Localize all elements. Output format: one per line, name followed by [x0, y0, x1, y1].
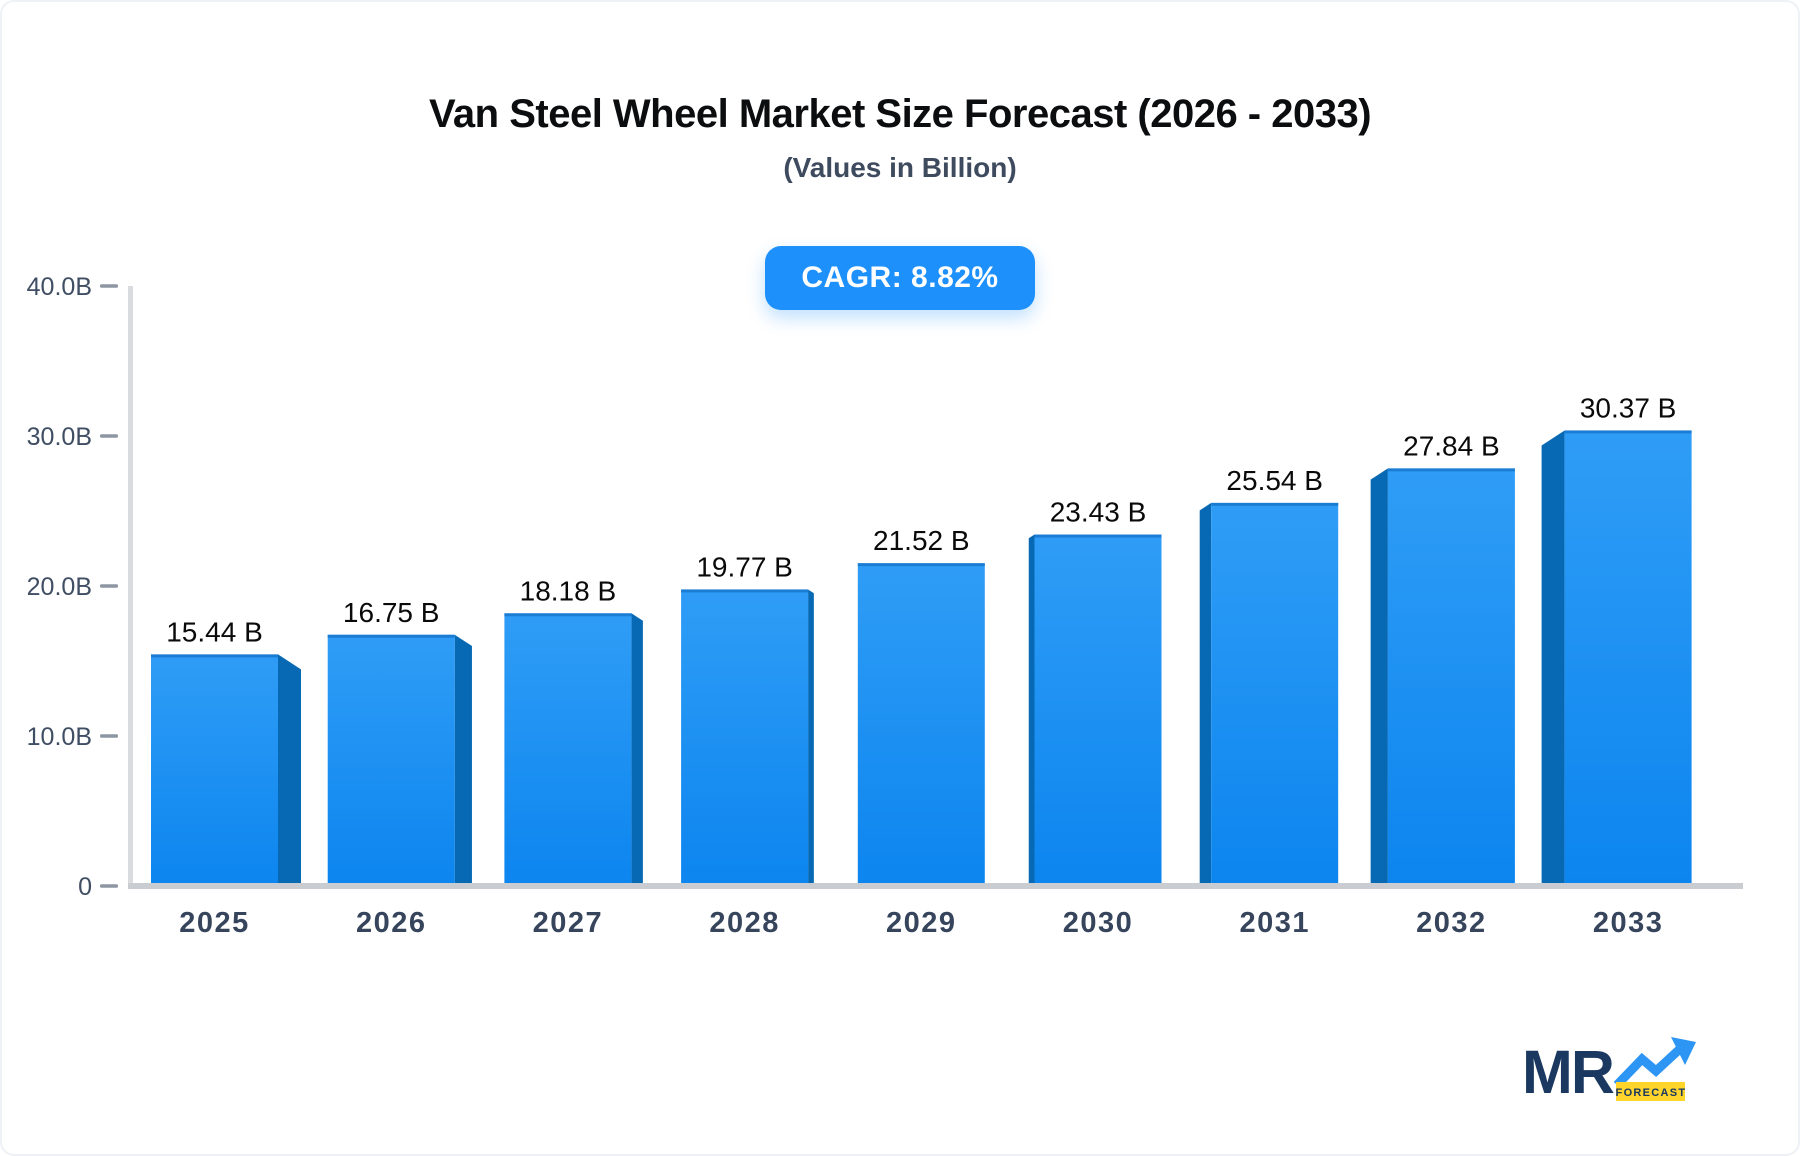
x-tick-label: 2025 [179, 907, 250, 939]
chart-subtitle: (Values in Billion) [783, 152, 1017, 183]
bar [151, 654, 278, 887]
bar-top-edge [504, 613, 632, 617]
y-tick-mark [100, 584, 118, 588]
bar [327, 634, 455, 887]
mr-forecast-logo: MR FORECAST [1525, 1037, 1696, 1106]
y-tick-label: 20.0B [27, 573, 92, 601]
x-tick-label: 2030 [1063, 907, 1134, 939]
bar [857, 563, 985, 887]
cagr-badge: CAGR: 8.82% [765, 246, 1035, 310]
value-label: 27.84 B [1403, 430, 1500, 461]
bar-group: 18.18 B 2027 [504, 575, 643, 939]
bar-side-face [1199, 502, 1212, 887]
bar-top-edge [1034, 534, 1162, 538]
bar-top-edge [1387, 468, 1515, 472]
bar-side-face [454, 634, 472, 887]
logo-caption: FORECAST [1616, 1087, 1687, 1099]
page-title: Van Steel Wheel Market Size Forecast (20… [428, 92, 1372, 136]
bar [1564, 430, 1692, 887]
bar-side-face [278, 654, 301, 887]
bar-group: 15.44 B 2025 [151, 616, 301, 939]
bar [1387, 468, 1515, 887]
y-tick-label: 0 [78, 873, 92, 901]
bar-top-edge [151, 654, 278, 658]
bar-top-edge [857, 563, 985, 567]
bar-group: 27.84 B 2032 [1370, 430, 1515, 939]
bar-side-face [631, 613, 643, 887]
value-label: 21.52 B [873, 525, 970, 556]
x-tick-label: 2031 [1239, 907, 1310, 939]
logo-caption-box [1616, 1082, 1685, 1101]
x-tick-label: 2027 [533, 907, 604, 939]
value-label: 16.75 B [343, 597, 440, 628]
bar-group: 25.54 B 2031 [1199, 465, 1339, 939]
value-label: 30.37 B [1580, 392, 1677, 423]
bar-top-edge [1211, 502, 1339, 506]
x-tick-label: 2026 [356, 907, 427, 939]
y-tick-mark [100, 734, 118, 738]
y-tick-label: 10.0B [27, 723, 92, 751]
bar-group: 16.75 B 2026 [327, 597, 472, 939]
bar [681, 589, 809, 887]
bar-side-face [1541, 430, 1565, 887]
bar [1211, 502, 1339, 887]
bar-side-face [808, 589, 814, 887]
y-tick-label: 30.0B [27, 423, 92, 451]
x-tick-label: 2032 [1416, 907, 1487, 939]
bar [504, 613, 632, 887]
y-tick-mark [100, 434, 118, 438]
bar-group: 19.77 B 2028 [681, 551, 814, 939]
value-label: 25.54 B [1226, 465, 1323, 496]
value-label: 18.18 B [520, 575, 617, 606]
logo-text: MR [1525, 1038, 1614, 1106]
bar-side-face [1370, 468, 1388, 887]
y-tick-mark [100, 884, 118, 888]
bar-top-edge [681, 589, 809, 593]
value-label: 23.43 B [1050, 497, 1147, 528]
bar-top-edge [327, 634, 455, 638]
y-tick-label: 40.0B [27, 273, 92, 301]
bar-top-edge [1564, 430, 1692, 434]
y-tick-mark [100, 284, 118, 288]
bar [1034, 534, 1162, 887]
bar-group: 21.52 B 2029 [857, 525, 985, 939]
trend-arrow-icon [1613, 1043, 1686, 1089]
x-tick-label: 2028 [709, 907, 780, 939]
trend-arrowhead-icon [1671, 1037, 1696, 1065]
bar-side-face [1028, 534, 1035, 887]
x-tick-label: 2029 [886, 907, 957, 939]
value-label: 15.44 B [166, 616, 263, 647]
chart-header: Van Steel Wheel Market Size Forecast (20… [0, 90, 1800, 310]
x-axis-baseline [128, 883, 1743, 889]
x-tick-label: 2033 [1593, 907, 1664, 939]
y-axis-line [128, 286, 133, 886]
bar-group: 23.43 B 2030 [1028, 497, 1162, 939]
value-label: 19.77 B [696, 551, 793, 582]
bar-group: 30.37 B 2033 [1541, 392, 1692, 939]
